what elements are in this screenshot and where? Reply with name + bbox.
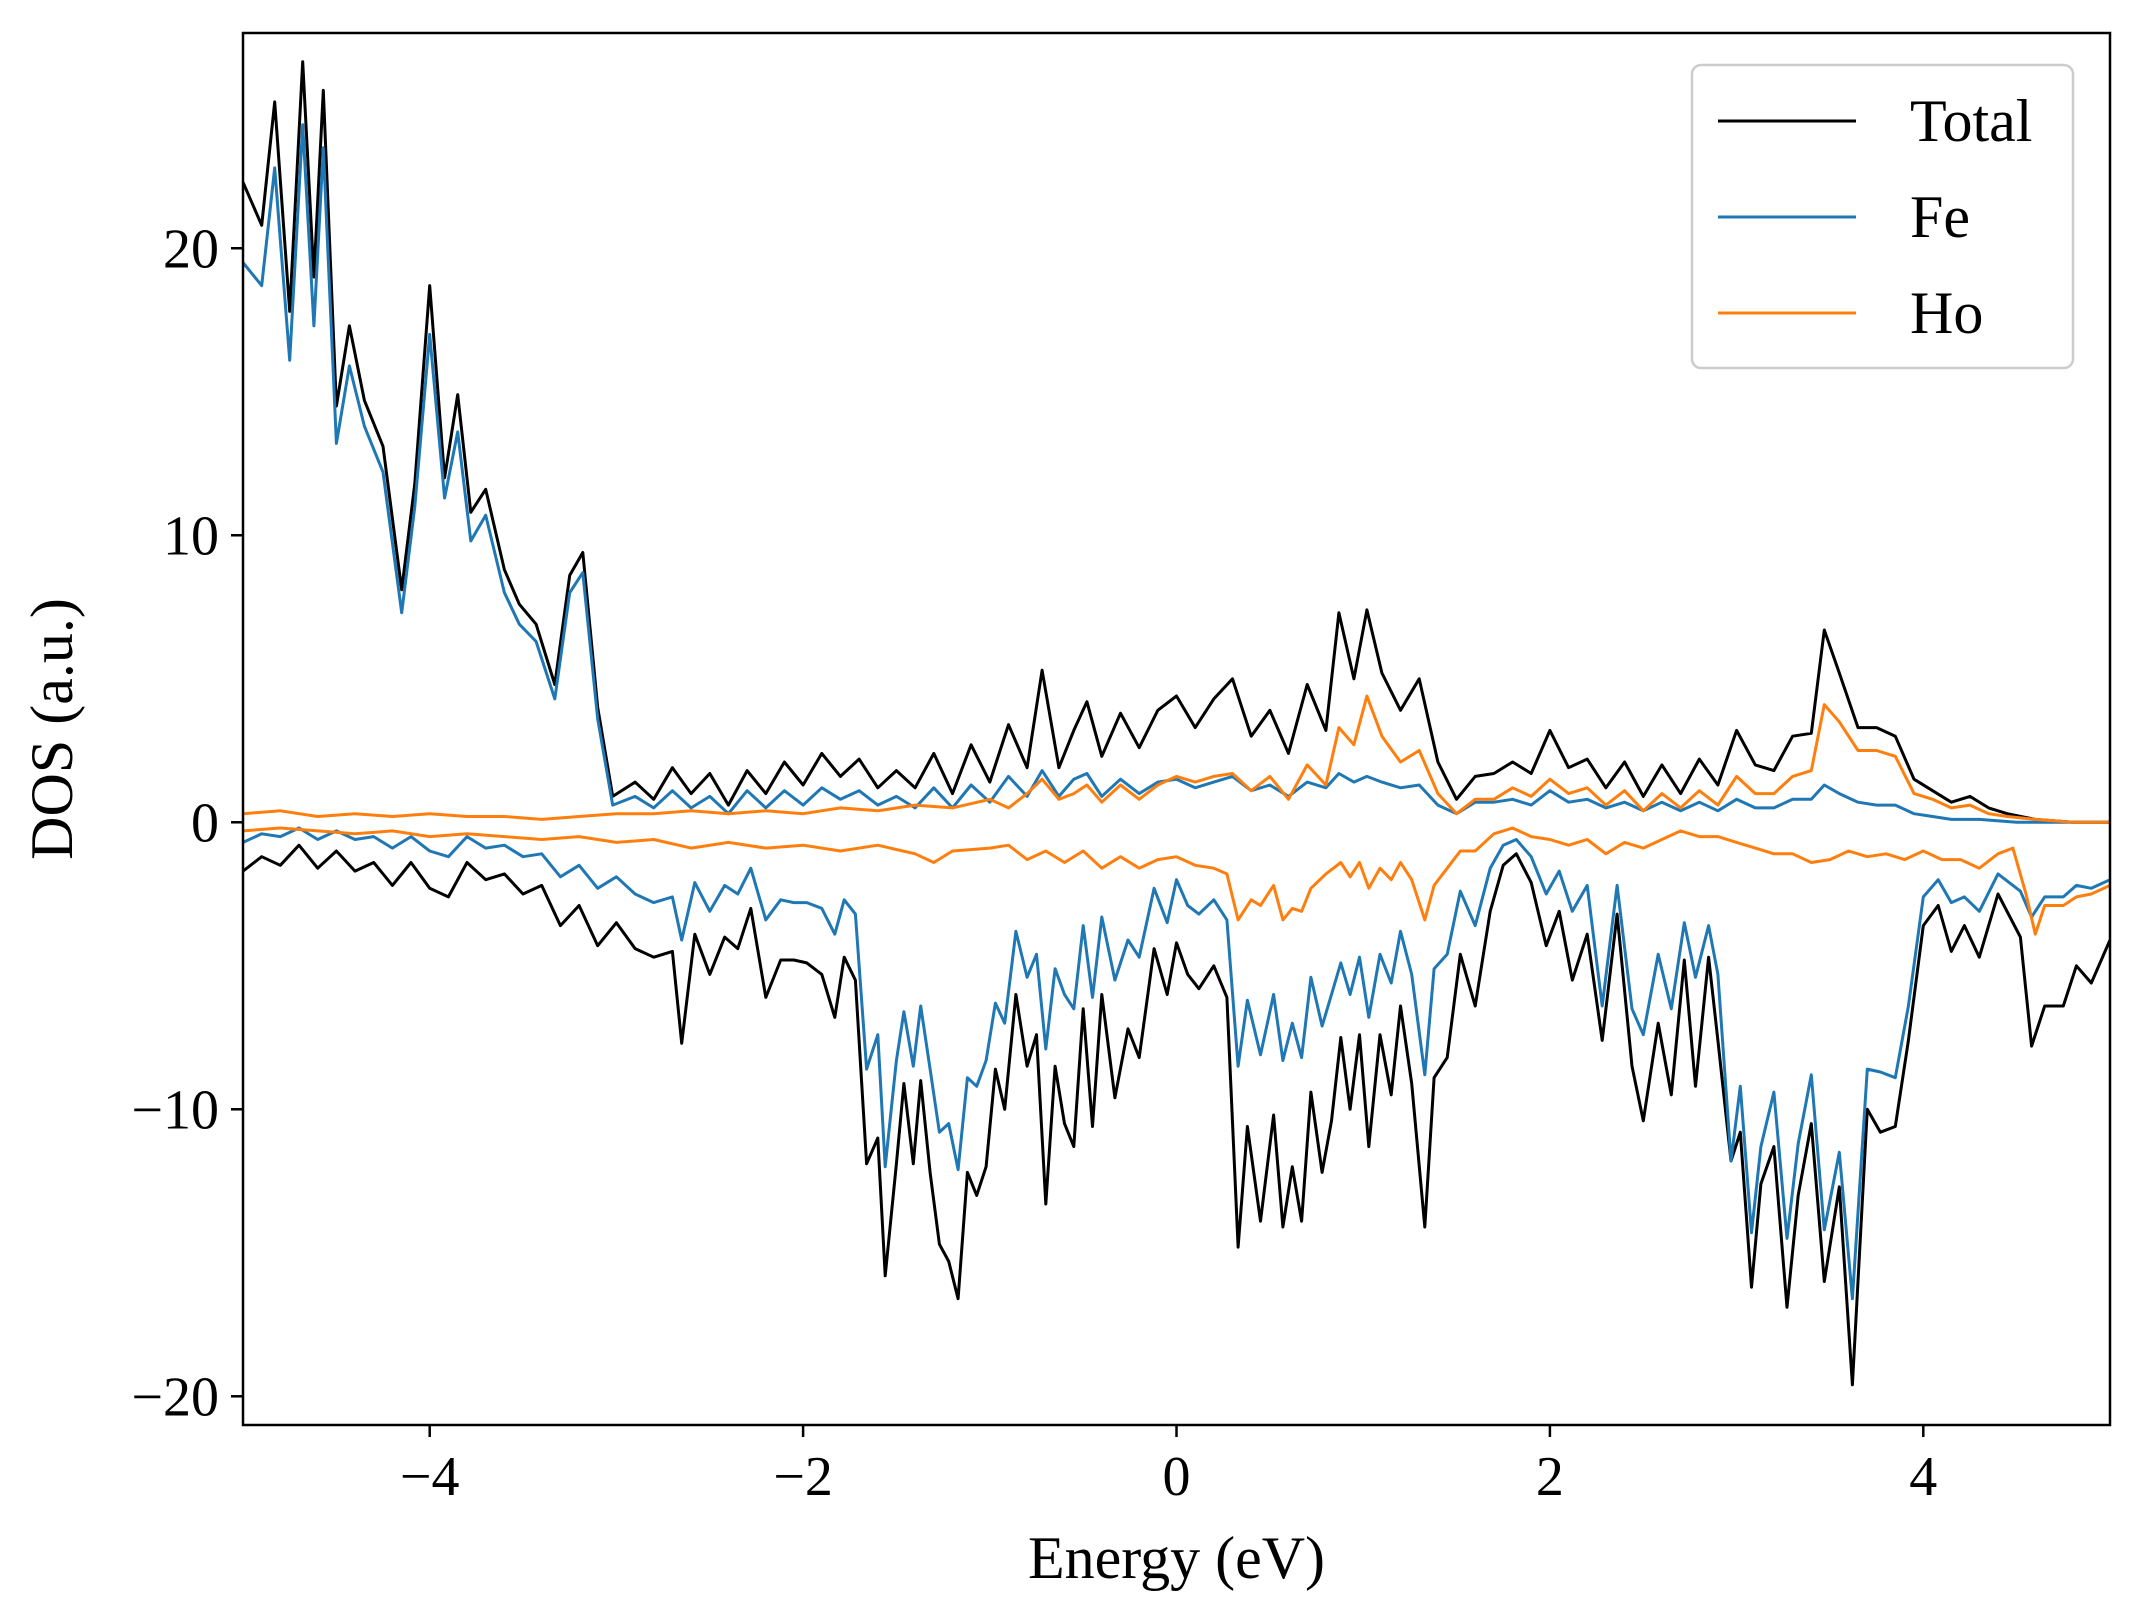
y-axis-label: DOS (a.u.) bbox=[19, 598, 85, 860]
x-axis-label: Energy (eV) bbox=[1028, 1525, 1325, 1591]
series-line-total-up bbox=[243, 60, 2110, 824]
legend-box bbox=[1690, 63, 2075, 370]
legend-label-fe: Fe bbox=[1910, 184, 1970, 250]
legend-entries: Total Fe Ho bbox=[1718, 88, 2032, 346]
y-tick-label: 10 bbox=[163, 505, 219, 567]
x-tick-label: 2 bbox=[1536, 1446, 1564, 1508]
legend-label-total: Total bbox=[1910, 88, 2032, 154]
series-layer bbox=[243, 60, 2110, 1387]
series-line-fe-up bbox=[243, 123, 2110, 824]
y-tick-label: −20 bbox=[131, 1366, 219, 1428]
series-line-total-down bbox=[243, 843, 2110, 1387]
y-tick-label: 0 bbox=[191, 792, 219, 854]
legend: Total Fe Ho bbox=[1690, 63, 2075, 370]
series-line-fe-down bbox=[243, 826, 2110, 1301]
y-tick-label: 20 bbox=[163, 218, 219, 280]
x-tick-label: 0 bbox=[1163, 1446, 1191, 1508]
series-line-ho-up bbox=[243, 694, 2110, 824]
x-tick-label: −2 bbox=[773, 1446, 833, 1508]
legend-label-ho: Ho bbox=[1910, 280, 1983, 346]
series-line-ho-down bbox=[243, 826, 2110, 936]
y-tick-label: −10 bbox=[131, 1079, 219, 1141]
x-tick-label: −4 bbox=[400, 1446, 460, 1508]
x-tick-label: 4 bbox=[1909, 1446, 1937, 1508]
